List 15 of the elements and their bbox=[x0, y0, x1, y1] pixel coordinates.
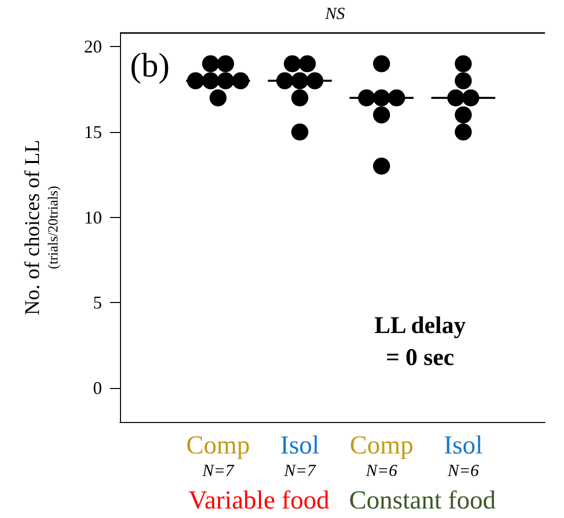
y-tick-label: 0 bbox=[93, 378, 102, 398]
x-tick-label: Comp N=7 bbox=[186, 430, 250, 480]
annotation: LL delay = 0 sec bbox=[374, 313, 466, 371]
chart-title: NS bbox=[324, 4, 346, 23]
y-tick-label: 5 bbox=[93, 292, 102, 313]
x-tick-label: Isol N=7 bbox=[280, 430, 320, 480]
y-tick-label: 10 bbox=[84, 207, 102, 228]
y-tick-label: 20 bbox=[84, 36, 102, 57]
x-tick-label: Comp N=6 bbox=[350, 430, 414, 480]
text: Constant food bbox=[349, 486, 496, 514]
text: Variable food bbox=[188, 486, 330, 514]
annotation: (b) bbox=[130, 48, 170, 84]
y-tick-label: 15 bbox=[84, 122, 102, 142]
x-tick-label: Isol N=6 bbox=[444, 430, 483, 480]
y-axis-title: No. of choices of LL (trials/20trials) bbox=[20, 140, 62, 316]
